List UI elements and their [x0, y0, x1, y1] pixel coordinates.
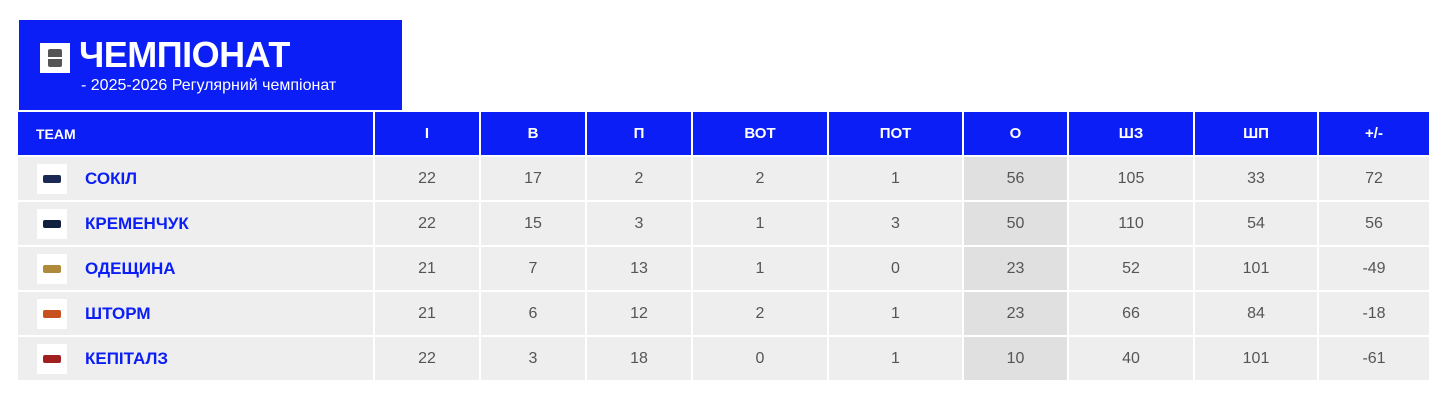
stat-cell: 7 [481, 247, 585, 290]
stat-cell: -61 [1319, 337, 1429, 380]
stat-cell: 12 [587, 292, 691, 335]
stat-cell: 56 [964, 157, 1067, 200]
team-cell: ОДЕЩИНА [18, 247, 373, 290]
stat-cell: 6 [481, 292, 585, 335]
team-link[interactable]: ОДЕЩИНА [85, 258, 176, 278]
stat-cell: 3 [481, 337, 585, 380]
stat-cell: 84 [1195, 292, 1317, 335]
stat-cell: 18 [587, 337, 691, 380]
team-cell: ШТОРМ [18, 292, 373, 335]
stat-cell: 23 [964, 292, 1067, 335]
table-row: ОДЕЩИНА 21 7 13 1 0 23 52 101 -49 [18, 247, 1429, 290]
table-row: ШТОРМ 21 6 12 2 1 23 66 84 -18 [18, 292, 1429, 335]
stat-cell: 101 [1195, 247, 1317, 290]
column-header[interactable]: ШЗ [1069, 112, 1193, 155]
stat-cell: 1 [693, 202, 827, 245]
team-cell: КРЕМЕНЧУК [18, 202, 373, 245]
team-cell: СОКІЛ [18, 157, 373, 200]
team-link[interactable]: КЕПІТАЛЗ [85, 348, 169, 368]
stat-cell: 72 [1319, 157, 1429, 200]
column-header[interactable]: О [964, 112, 1067, 155]
team-logo-icon [37, 163, 67, 194]
stat-cell: 2 [693, 157, 827, 200]
stat-cell: 101 [1195, 337, 1317, 380]
stat-cell: -18 [1319, 292, 1429, 335]
page-title: ЧЕМПІОНАТ [79, 34, 290, 75]
standings-table: TEAM І В П ВОТ ПОТ О ШЗ ШП +/- СОКІЛ 22 17 2 2 1 56 105 3… [16, 110, 1431, 382]
stat-cell: 22 [375, 202, 479, 245]
stat-cell: 1 [829, 157, 962, 200]
column-header[interactable]: ШП [1195, 112, 1317, 155]
season-subtitle: - 2025-2026 Регулярний чемпіонат [81, 77, 337, 94]
stat-cell: 3 [829, 202, 962, 245]
stat-cell: 0 [693, 337, 827, 380]
team-logo-icon [37, 253, 67, 284]
stat-cell: 33 [1195, 157, 1317, 200]
stat-cell: 66 [1069, 292, 1193, 335]
stat-cell: 17 [481, 157, 585, 200]
stat-cell: 22 [375, 337, 479, 380]
column-header[interactable]: +/- [1319, 112, 1429, 155]
team-link[interactable]: КРЕМЕНЧУК [85, 213, 189, 233]
column-header[interactable]: TEAM [18, 112, 373, 155]
table-row: КРЕМЕНЧУК 22 15 3 1 3 50 110 54 56 [18, 202, 1429, 245]
column-header[interactable]: І [375, 112, 479, 155]
stat-cell: 2 [587, 157, 691, 200]
team-link[interactable]: СОКІЛ [85, 168, 138, 188]
stat-cell: 1 [829, 337, 962, 380]
stat-cell: 1 [829, 292, 962, 335]
column-header[interactable]: ВОТ [693, 112, 827, 155]
stat-cell: 105 [1069, 157, 1193, 200]
stat-cell: 21 [375, 292, 479, 335]
championship-header: ЧЕМПІОНАТ - 2025-2026 Регулярний чемпіон… [19, 20, 402, 110]
stat-cell: 50 [964, 202, 1067, 245]
column-header[interactable]: ПОТ [829, 112, 962, 155]
table-row: КЕПІТАЛЗ 22 3 18 0 1 10 40 101 -61 [18, 337, 1429, 380]
stat-cell: 1 [693, 247, 827, 290]
stat-cell: 3 [587, 202, 691, 245]
stat-cell: 0 [829, 247, 962, 290]
stat-cell: -49 [1319, 247, 1429, 290]
stat-cell: 15 [481, 202, 585, 245]
stat-cell: 23 [964, 247, 1067, 290]
stat-cell: 10 [964, 337, 1067, 380]
column-header[interactable]: В [481, 112, 585, 155]
stat-cell: 22 [375, 157, 479, 200]
team-logo-icon [37, 208, 67, 239]
team-cell: КЕПІТАЛЗ [18, 337, 373, 380]
stat-cell: 56 [1319, 202, 1429, 245]
stat-cell: 13 [587, 247, 691, 290]
stat-cell: 2 [693, 292, 827, 335]
stat-cell: 21 [375, 247, 479, 290]
team-link[interactable]: ШТОРМ [85, 303, 151, 323]
column-header[interactable]: П [587, 112, 691, 155]
stat-cell: 52 [1069, 247, 1193, 290]
stat-cell: 110 [1069, 202, 1193, 245]
trophy-icon [40, 43, 70, 73]
stat-cell: 54 [1195, 202, 1317, 245]
team-logo-icon [37, 298, 67, 329]
table-row: СОКІЛ 22 17 2 2 1 56 105 33 72 [18, 157, 1429, 200]
team-logo-icon [37, 343, 67, 374]
stat-cell: 40 [1069, 337, 1193, 380]
